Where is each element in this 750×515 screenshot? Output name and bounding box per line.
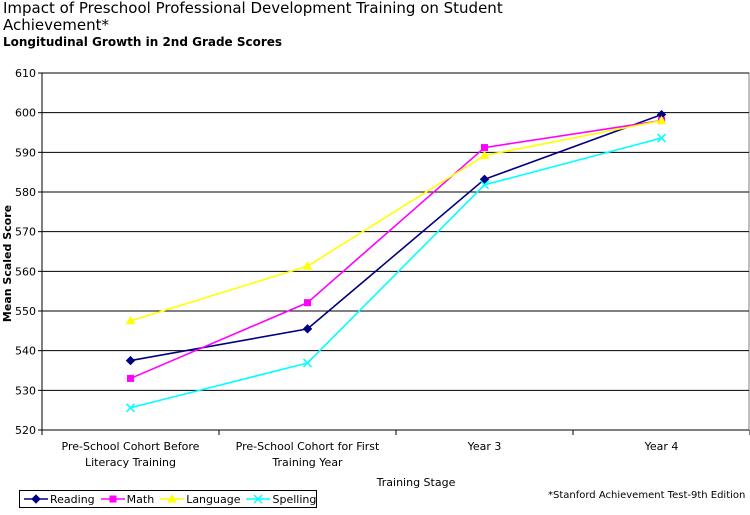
x-tick-label: Pre-School Cohort Before [62, 440, 200, 453]
series-line-language [130, 119, 662, 322]
data-point [479, 174, 490, 185]
legend-item-math: Math [100, 492, 155, 506]
y-tick-label: 610 [15, 67, 36, 80]
data-point [253, 494, 264, 504]
x-tick-label: Year 3 [467, 440, 502, 453]
legend-swatch [246, 494, 271, 504]
legend-item-spelling: Spelling [246, 493, 316, 506]
series-line-reading [130, 113, 662, 362]
legend-item-language: Language [160, 493, 240, 506]
y-tick-label: 560 [15, 265, 36, 278]
data-point [304, 299, 311, 307]
line-chart: 520 530 540 550 560 570 580 590 600 610 Pre-School… [1, 67, 750, 489]
x-tick-label: Pre-School Cohort for First [236, 440, 380, 453]
data-point [656, 133, 667, 143]
x-tick-label: Training Year [271, 456, 343, 469]
data-point [302, 261, 313, 270]
legend-label: Language [186, 492, 241, 506]
x-tick-label: Year 4 [644, 440, 679, 453]
legend-label: Spelling [272, 492, 317, 506]
data-point [481, 144, 488, 152]
data-point [125, 403, 136, 413]
chart-footnote: *Stanford Achievement Test-9th Edition [548, 490, 746, 501]
y-tick-label: 520 [15, 424, 36, 437]
y-tick-label: 580 [15, 186, 36, 199]
y-tick-label: 590 [15, 146, 36, 159]
data-point [127, 374, 134, 382]
plot-area [41, 72, 750, 431]
y-tick-label: 540 [15, 345, 36, 358]
series-line-math [130, 119, 662, 380]
chart-legend: Reading Math Language Spelling [19, 490, 317, 508]
y-tick-label: 530 [15, 384, 36, 397]
x-axis-title: Training Stage [376, 476, 456, 489]
y-tick-label: 570 [15, 226, 36, 239]
y-tick-label: 550 [15, 305, 36, 318]
data-point [479, 150, 490, 160]
legend-swatch [160, 494, 185, 503]
x-tick-label: Literacy Training [85, 456, 176, 469]
legend-label: Math [126, 492, 155, 506]
data-point [302, 324, 313, 334]
legend-swatch [24, 494, 48, 504]
data-point [656, 115, 667, 125]
chart-subtitle: Longitudinal Growth in 2nd Grade Scores [3, 35, 283, 49]
legend-item-reading: Reading [24, 493, 95, 506]
legend-swatch [100, 495, 125, 503]
data-point [125, 355, 136, 366]
data-point [125, 315, 136, 325]
data-point [31, 494, 41, 504]
data-point [167, 494, 178, 503]
data-point [109, 495, 117, 503]
y-tick-label: 600 [15, 107, 36, 120]
series-line-spelling [130, 137, 662, 409]
chart-title: Impact of Preschool Professional Develop… [3, 0, 503, 34]
legend-label: Reading [50, 492, 95, 506]
data-point [302, 358, 313, 368]
y-axis-title: Mean Scaled Score [1, 205, 14, 322]
data-point [479, 180, 490, 190]
